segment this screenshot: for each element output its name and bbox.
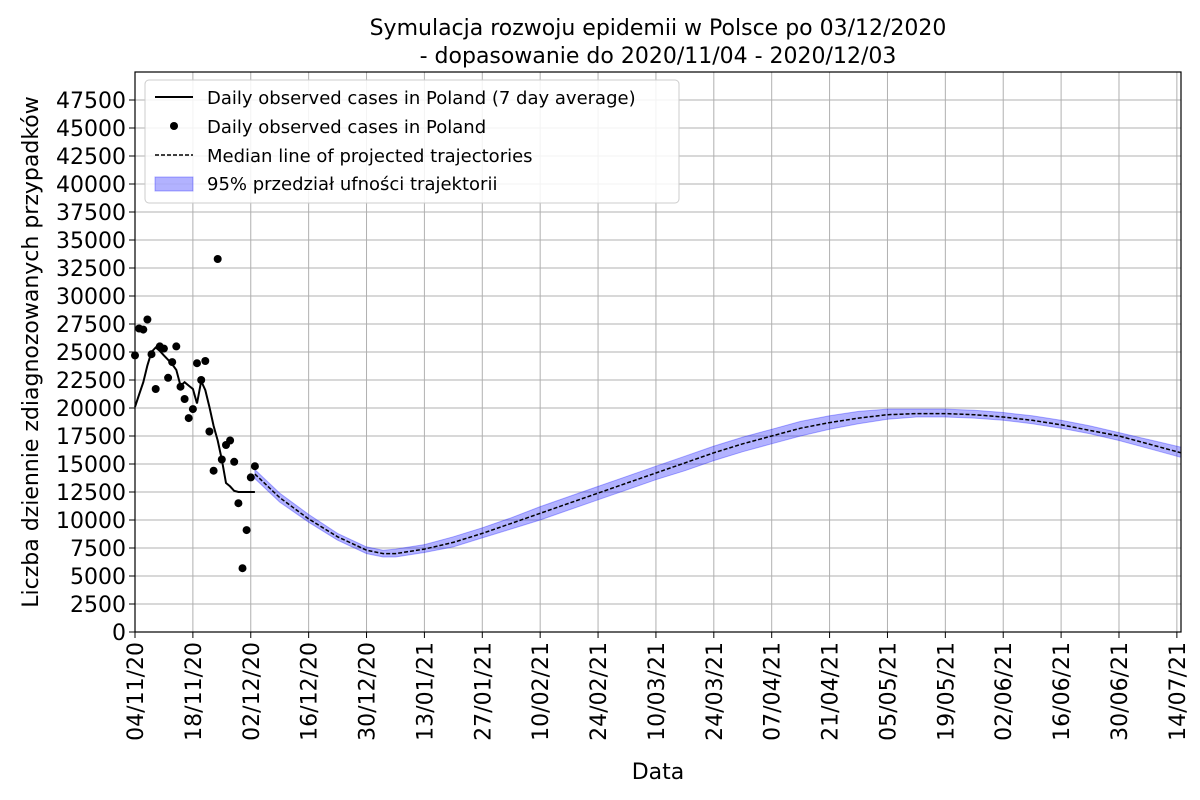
x-tick-label: 02/06/21	[992, 642, 1017, 741]
observed-case-point	[193, 359, 201, 368]
observed-case-point	[209, 466, 218, 475]
observed-case-point	[226, 436, 235, 445]
x-tick-label: 19/05/21	[934, 642, 959, 741]
observed-case-point	[176, 382, 185, 391]
x-tick-label: 24/02/21	[587, 642, 612, 741]
observed-case-point	[213, 255, 222, 263]
y-tick-label: 40000	[56, 173, 126, 198]
x-tick-label: 14/07/21	[1166, 642, 1191, 741]
y-tick-label: 10000	[56, 509, 126, 534]
grid	[134, 72, 1181, 633]
legend-swatch-band	[154, 176, 194, 192]
y-tick-label: 42500	[56, 145, 126, 170]
y-tick-label: 12500	[56, 481, 126, 506]
chart-title-line-2: - dopasowanie do 2020/11/04 - 2020/12/03	[420, 44, 897, 69]
observed-case-point	[197, 376, 206, 384]
observed-case-point	[250, 462, 259, 471]
observed-case-point	[139, 325, 148, 334]
observed-case-point	[159, 344, 168, 353]
observed-case-point	[238, 564, 247, 573]
series-line-layer	[134, 346, 1182, 555]
legend-swatch-dot	[170, 122, 178, 130]
observed-case-point	[164, 373, 173, 382]
y-tick-label: 25000	[56, 341, 126, 366]
y-tick-label: 15000	[56, 453, 126, 478]
legend-box	[144, 79, 680, 204]
x-tick-label: 05/05/21	[876, 642, 901, 741]
x-axis-label: Data	[632, 760, 685, 785]
observed-case-point	[242, 526, 251, 535]
chart-title-line-1: Symulacja rozwoju epidemii w Polsce po 0…	[370, 16, 947, 41]
x-tick-label: 07/04/21	[761, 642, 786, 741]
observed-case-point	[168, 358, 177, 367]
y-tick-label: 32500	[56, 257, 126, 282]
y-tick-label: 22500	[56, 369, 126, 394]
x-tick-label: 13/01/21	[413, 642, 438, 741]
observed-case-point	[184, 414, 193, 423]
axis-ticks: 0 2500 5000 7500 10000 12500 15000 17500 20000 22…	[56, 89, 1191, 741]
y-tick-label: 27500	[56, 313, 126, 338]
x-tick-label: 30/06/21	[1108, 642, 1133, 741]
y-tick-label: 17500	[56, 425, 126, 450]
observed-case-point	[217, 455, 226, 464]
y-tick-label: 37500	[56, 201, 126, 226]
x-tick-label: 27/01/21	[471, 642, 496, 741]
legend-label-observed-cases: Daily observed cases in Poland	[207, 117, 486, 138]
y-tick-label: 20000	[56, 397, 126, 422]
seven-day-average-line	[134, 346, 255, 493]
median-projection-line	[254, 412, 1182, 555]
x-tick-label: 16/12/20	[298, 642, 323, 741]
y-tick-label: 45000	[56, 117, 126, 142]
observed-case-point	[180, 395, 189, 403]
y-tick-label: 47500	[56, 89, 126, 114]
observed-case-point	[246, 473, 255, 482]
observed-case-point	[234, 499, 243, 508]
y-axis-label: Liczba dziennie zdiagnozowanych przypadk…	[19, 96, 44, 608]
observed-case-point	[172, 342, 181, 351]
observed-case-point	[230, 457, 239, 466]
observed-case-point	[188, 405, 197, 414]
legend-label-7day-average: Daily observed cases in Poland (7 day av…	[207, 88, 636, 109]
observed-case-point	[201, 357, 210, 365]
legend: Daily observed cases in Poland (7 day av…	[144, 79, 680, 204]
observed-case-point	[147, 350, 156, 359]
y-tick-label: 7500	[70, 537, 126, 562]
x-tick-label: 21/04/21	[819, 642, 844, 741]
y-tick-label: 5000	[70, 565, 126, 590]
legend-label-confidence-interval: 95% przedział ufności trajektorii	[207, 174, 497, 195]
observed-case-point	[205, 427, 214, 436]
observed-case-point	[151, 385, 160, 393]
y-tick-label: 2500	[70, 593, 126, 618]
x-tick-label: 18/11/20	[182, 642, 207, 741]
x-tick-label: 30/12/20	[356, 642, 381, 741]
observed-case-point	[143, 315, 152, 324]
legend-label-median: Median line of projected trajectories	[207, 146, 533, 167]
x-tick-label: 04/11/20	[124, 642, 149, 741]
x-tick-label: 24/03/21	[703, 642, 728, 741]
x-tick-label: 02/12/20	[240, 642, 265, 741]
y-tick-label: 35000	[56, 229, 126, 254]
x-tick-label: 10/03/21	[645, 642, 670, 741]
y-tick-label: 30000	[56, 285, 126, 310]
x-tick-label: 16/06/21	[1050, 642, 1075, 741]
x-tick-label: 10/02/21	[529, 642, 554, 741]
y-tick-label: 0	[112, 621, 126, 646]
